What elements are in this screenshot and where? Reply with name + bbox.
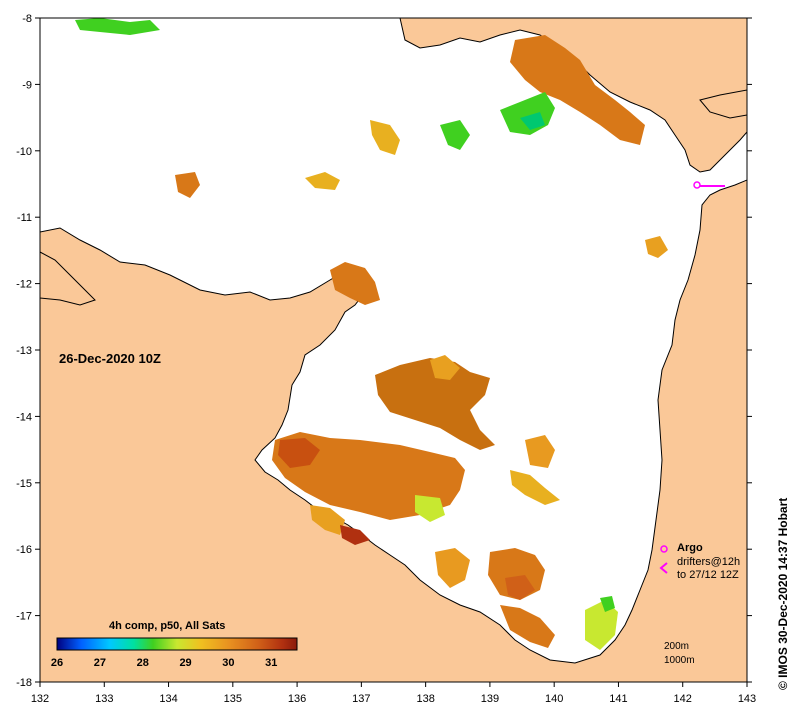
x-tick-label: 138 <box>416 693 434 705</box>
x-tick-label: 136 <box>288 693 306 705</box>
depth-200-label: 200m <box>664 641 690 652</box>
land-new-guinea-coast <box>699 89 747 119</box>
land-northwest-island <box>40 251 96 306</box>
y-tick-label: -14 <box>16 411 32 423</box>
copyright-symbol: © <box>776 681 790 690</box>
x-tick-label: 137 <box>352 693 370 705</box>
colorbar-tick-label: 29 <box>179 657 192 669</box>
colorbar-title: 4h comp, p50, All Sats <box>109 620 226 632</box>
colorbar-tick-label: 27 <box>93 657 106 669</box>
depth-1000-label: 1000m <box>664 655 695 666</box>
colorbar-tick-label: 26 <box>50 657 64 669</box>
credit-text: IMOS 30-Dec-2020 14:37 Hobart <box>776 497 790 678</box>
argo-label: Argo <box>677 542 703 554</box>
x-tick-label: 141 <box>609 693 627 705</box>
y-tick-label: -11 <box>17 212 32 224</box>
colorbar <box>56 637 298 651</box>
date-label: 26-Dec-2020 10Z <box>59 351 161 366</box>
colorbar-tick-label: 30 <box>222 657 235 669</box>
drifter-markers <box>693 181 725 189</box>
y-tick-label: -13 <box>16 345 32 357</box>
x-tick-label: 139 <box>481 693 499 705</box>
plot-area <box>40 18 747 682</box>
y-tick-label: -9 <box>22 79 32 91</box>
land-northern-territory <box>40 179 747 682</box>
colorbar-tick-label: 31 <box>265 657 278 669</box>
x-tick-label: 133 <box>95 693 113 705</box>
y-tick-label: -8 <box>22 13 32 25</box>
y-tick-label: -16 <box>16 544 32 556</box>
sst-data-layer <box>75 18 668 650</box>
x-tick-label: 132 <box>31 693 49 705</box>
x-tick-label: 135 <box>224 693 242 705</box>
y-tick-label: -10 <box>16 146 32 158</box>
y-tick-label: -17 <box>16 611 32 623</box>
drifters-date-label: to 27/12 12Z <box>677 569 739 581</box>
y-tick-label: -18 <box>16 677 32 689</box>
x-tick-label: 142 <box>674 693 692 705</box>
y-tick-label: -12 <box>16 279 32 291</box>
x-tick-label: 134 <box>159 693 177 705</box>
x-tick-label: 140 <box>545 693 563 705</box>
credit-line: © IMOS 30-Dec-2020 14:37 Hobart <box>776 498 790 690</box>
x-tick-label: 143 <box>738 693 756 705</box>
land-cape-york <box>399 18 747 173</box>
x-axis: 132 133 134 135 136 137 138 139 140 141 142 143 <box>31 682 756 705</box>
drifter-symbol-icon <box>659 562 668 574</box>
drifters-label: drifters@12h <box>677 556 741 568</box>
colorbar-tick-label: 28 <box>136 657 149 669</box>
y-tick-label: -15 <box>16 478 32 490</box>
argo-symbol-icon <box>660 545 668 553</box>
y-axis: -8 -9 -10 -11 -12 -13 -14 -15 -16 -17 -18 <box>16 13 752 689</box>
